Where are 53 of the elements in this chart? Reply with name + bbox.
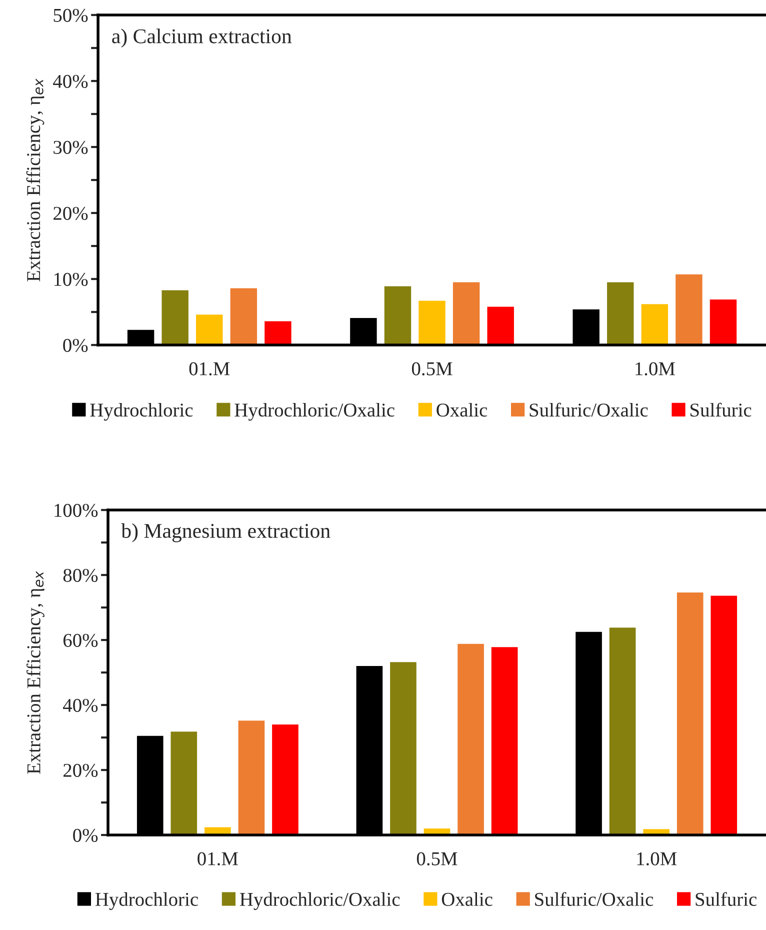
bar bbox=[238, 720, 265, 835]
bar bbox=[162, 290, 188, 345]
bar bbox=[170, 732, 198, 835]
x-tick-label: 0.5M bbox=[416, 852, 458, 866]
legend-label: Hydrochloric bbox=[90, 402, 193, 421]
legend-label: Hydrochloric bbox=[95, 892, 198, 910]
y-axis-title: Extraction Efficiency, η$_{ex}$ bbox=[26, 78, 44, 282]
y-tick-label: 100% bbox=[54, 504, 98, 517]
y-tick-label: 0% bbox=[63, 338, 88, 352]
bar bbox=[641, 304, 668, 345]
x-tick-label: 1.0M bbox=[636, 362, 675, 376]
y-tick-label: 40% bbox=[53, 74, 88, 88]
bar bbox=[272, 724, 298, 835]
bar bbox=[458, 644, 484, 835]
bar bbox=[607, 282, 634, 345]
legend-label: Sulfuric bbox=[690, 402, 752, 417]
y-tick-label: 80% bbox=[63, 568, 98, 582]
annotation: a) Calcium extraction bbox=[112, 28, 292, 48]
bar bbox=[676, 592, 704, 835]
bar bbox=[491, 647, 518, 835]
bar bbox=[710, 596, 738, 835]
bar bbox=[609, 628, 636, 835]
legend-label: Hydrochloric/Oxalic bbox=[234, 402, 394, 421]
legend-label: Sulfuric bbox=[696, 892, 757, 906]
bar bbox=[418, 300, 446, 345]
bar bbox=[487, 306, 514, 345]
y-axis-title: Extraction Efficiency, η$_{ex}$ bbox=[26, 571, 44, 774]
bar bbox=[710, 299, 737, 345]
y-tick-label: 40% bbox=[63, 698, 98, 712]
bar bbox=[230, 288, 258, 345]
x-tick-label: 1.0M bbox=[637, 852, 677, 866]
bar bbox=[264, 321, 292, 345]
legend-label: Oxalic bbox=[436, 402, 488, 417]
legend-label: Oxalic bbox=[442, 892, 492, 906]
y-tick-label: 0% bbox=[73, 828, 98, 842]
bar bbox=[452, 282, 480, 345]
x-tick-label: 01.M bbox=[198, 852, 238, 866]
bar bbox=[676, 274, 702, 345]
legend-label: Hydrochloric/Oxalic bbox=[240, 892, 400, 910]
legend-label: Sulfuric/Oxalic bbox=[535, 892, 654, 906]
y-tick-label: 20% bbox=[63, 764, 98, 777]
y-tick-label: 60% bbox=[63, 634, 98, 647]
y-tick-label: 10% bbox=[54, 272, 88, 286]
x-tick-label: 0.5M bbox=[412, 362, 452, 376]
y-tick-label: 50% bbox=[54, 8, 88, 22]
legend-label: Sulfuric/Oxalic bbox=[530, 402, 648, 417]
x-tick-label: 01.M bbox=[189, 362, 230, 376]
y-tick-label: 30% bbox=[54, 140, 88, 154]
bar bbox=[196, 314, 223, 345]
bar bbox=[384, 286, 412, 345]
y-tick-label: 20% bbox=[54, 206, 88, 220]
bar bbox=[390, 662, 416, 835]
annotation: b) Magnesium extraction bbox=[121, 523, 330, 542]
